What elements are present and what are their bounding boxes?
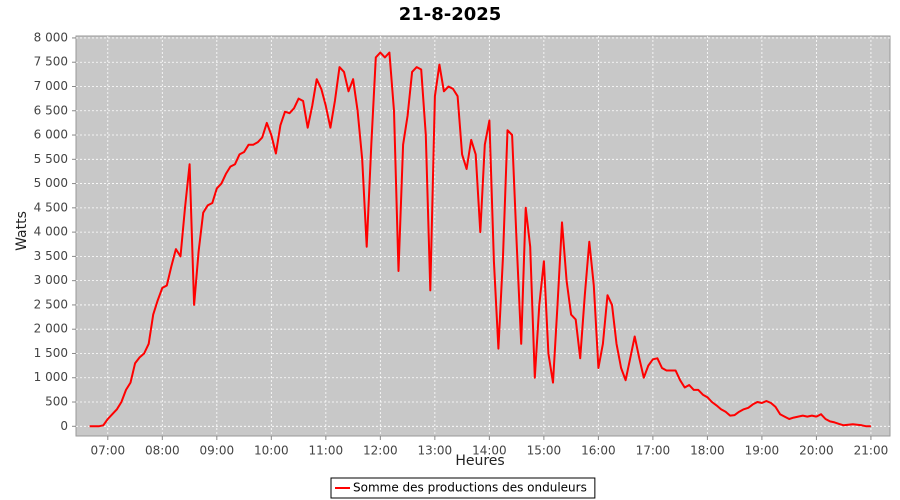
y-tick-label: 7 500 <box>34 55 68 69</box>
x-tick-label: 14:00 <box>472 444 507 458</box>
y-tick-label: 500 <box>45 395 68 409</box>
legend-box <box>330 477 596 499</box>
y-tick-label: 7 000 <box>34 79 68 93</box>
legend-label: Somme des productions des onduleurs <box>353 481 587 495</box>
y-tick-label: 4 500 <box>34 200 68 214</box>
y-tick-label: 2 000 <box>34 322 68 336</box>
y-tick-label: 1 500 <box>34 346 68 360</box>
y-axis-label: Watts <box>14 211 30 251</box>
x-tick-label: 10:00 <box>254 444 289 458</box>
x-tick-label: 07:00 <box>91 444 126 458</box>
x-axis-label: Heures <box>455 453 504 469</box>
y-tick-label: 3 000 <box>34 273 68 287</box>
x-tick-label: 18:00 <box>690 444 725 458</box>
plot-area <box>75 35 891 437</box>
x-tick-label: 13:00 <box>418 444 453 458</box>
y-tick-label: 6 500 <box>34 103 68 117</box>
x-tick-label: 11:00 <box>309 444 344 458</box>
x-tick-label: 12:00 <box>363 444 398 458</box>
x-tick-label: 20:00 <box>799 444 834 458</box>
y-tick-label: 0 <box>60 419 68 433</box>
x-tick-label: 08:00 <box>145 444 180 458</box>
y-tick-label: 8 000 <box>34 30 68 44</box>
x-tick-label: 09:00 <box>200 444 235 458</box>
y-tick-label: 5 000 <box>34 176 68 190</box>
x-tick-label: 19:00 <box>745 444 780 458</box>
y-tick-label: 6 000 <box>34 128 68 142</box>
x-tick-label: 16:00 <box>581 444 616 458</box>
y-tick-label: 3 500 <box>34 249 68 263</box>
x-tick-label: 17:00 <box>636 444 671 458</box>
x-tick-label: 15:00 <box>527 444 562 458</box>
legend: Somme des productions des onduleurs <box>330 477 596 499</box>
y-tick-label: 2 500 <box>34 297 68 311</box>
y-tick-label: 4 000 <box>34 225 68 239</box>
y-tick-label: 5 500 <box>34 152 68 166</box>
chart-title: 21-8-2025 <box>399 4 502 25</box>
y-tick-label: 1 000 <box>34 370 68 384</box>
series-line <box>89 51 871 428</box>
x-tick-label: 21:00 <box>854 444 889 458</box>
